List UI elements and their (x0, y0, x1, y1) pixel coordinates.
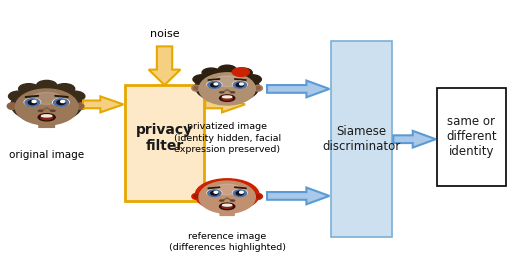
Text: noise: noise (150, 29, 180, 39)
Circle shape (214, 83, 218, 85)
Ellipse shape (194, 86, 199, 90)
Circle shape (233, 82, 247, 88)
Circle shape (61, 100, 64, 102)
Circle shape (37, 80, 57, 91)
Ellipse shape (15, 89, 78, 125)
Circle shape (57, 100, 65, 104)
Circle shape (207, 190, 221, 197)
Ellipse shape (194, 195, 199, 198)
Ellipse shape (38, 114, 55, 121)
Circle shape (9, 91, 29, 101)
Circle shape (25, 99, 40, 106)
Circle shape (211, 83, 218, 87)
FancyBboxPatch shape (331, 41, 392, 237)
Ellipse shape (256, 195, 261, 198)
Circle shape (28, 100, 37, 104)
Ellipse shape (254, 85, 263, 91)
Ellipse shape (9, 104, 14, 108)
Circle shape (236, 191, 244, 195)
Ellipse shape (219, 203, 235, 209)
Text: same or
different
identity: same or different identity (446, 115, 496, 158)
Circle shape (211, 191, 218, 195)
Ellipse shape (219, 95, 235, 101)
Ellipse shape (199, 73, 255, 105)
Ellipse shape (192, 85, 200, 91)
Circle shape (195, 179, 259, 211)
Circle shape (64, 91, 85, 101)
Ellipse shape (214, 76, 241, 87)
Ellipse shape (233, 190, 247, 196)
Text: privatized image
(identity hidden, facial
expression preserved): privatized image (identity hidden, facia… (173, 123, 281, 154)
Ellipse shape (222, 96, 232, 98)
Ellipse shape (231, 200, 235, 201)
Circle shape (239, 191, 243, 193)
FancyBboxPatch shape (125, 85, 204, 201)
Ellipse shape (53, 99, 69, 106)
Circle shape (232, 68, 249, 76)
Circle shape (233, 190, 247, 197)
Ellipse shape (222, 204, 233, 208)
Circle shape (11, 86, 83, 122)
Ellipse shape (222, 204, 232, 206)
FancyBboxPatch shape (437, 88, 506, 186)
Circle shape (54, 99, 69, 106)
FancyBboxPatch shape (38, 121, 55, 128)
Ellipse shape (231, 92, 235, 93)
Polygon shape (83, 96, 123, 112)
Circle shape (236, 83, 244, 87)
FancyBboxPatch shape (219, 210, 235, 216)
Circle shape (202, 68, 220, 77)
Circle shape (32, 100, 36, 102)
Ellipse shape (7, 103, 17, 109)
Ellipse shape (256, 86, 261, 90)
Ellipse shape (222, 96, 233, 100)
Ellipse shape (41, 115, 53, 120)
Circle shape (19, 84, 39, 94)
Ellipse shape (76, 103, 86, 109)
Polygon shape (267, 188, 329, 204)
Ellipse shape (214, 184, 241, 195)
Text: privacy
filter: privacy filter (136, 123, 193, 153)
Ellipse shape (220, 200, 223, 201)
Circle shape (193, 75, 211, 84)
Ellipse shape (199, 181, 255, 213)
Ellipse shape (207, 190, 222, 196)
Circle shape (195, 70, 259, 103)
Circle shape (243, 75, 261, 84)
Ellipse shape (220, 92, 223, 93)
Ellipse shape (24, 99, 41, 106)
Text: reference image
(differences highlighted): reference image (differences highlighted… (169, 232, 286, 252)
Polygon shape (205, 96, 245, 112)
Circle shape (214, 191, 218, 193)
Polygon shape (393, 131, 436, 148)
Ellipse shape (254, 194, 263, 199)
Polygon shape (149, 46, 181, 85)
Ellipse shape (233, 82, 247, 88)
FancyBboxPatch shape (219, 101, 235, 108)
Text: original image: original image (9, 149, 84, 159)
Circle shape (234, 68, 252, 77)
Polygon shape (267, 80, 329, 97)
Ellipse shape (192, 194, 200, 199)
Ellipse shape (38, 110, 43, 111)
Circle shape (239, 83, 243, 85)
Ellipse shape (79, 104, 84, 108)
Ellipse shape (51, 110, 55, 111)
Circle shape (207, 82, 221, 88)
Ellipse shape (42, 115, 52, 117)
Ellipse shape (207, 82, 222, 88)
Circle shape (218, 65, 236, 74)
Circle shape (54, 84, 75, 94)
Text: Siamese
discriminator: Siamese discriminator (322, 125, 401, 153)
Ellipse shape (31, 92, 62, 104)
